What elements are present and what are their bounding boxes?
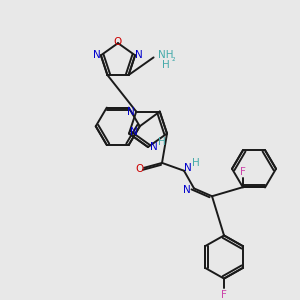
Text: NH: NH [158, 50, 173, 60]
Text: O: O [135, 164, 143, 174]
Text: N: N [150, 142, 158, 152]
Text: H: H [192, 158, 200, 168]
Text: H: H [158, 137, 166, 147]
Text: N: N [183, 185, 191, 195]
Text: N: N [93, 50, 101, 60]
Text: O: O [114, 37, 122, 47]
Text: F: F [240, 167, 246, 177]
Text: H: H [162, 60, 170, 70]
Text: N: N [135, 50, 143, 60]
Text: N: N [184, 163, 192, 173]
Text: ₂: ₂ [172, 54, 175, 63]
Text: F: F [221, 290, 227, 300]
Text: N: N [128, 106, 135, 117]
Text: N: N [130, 127, 138, 136]
